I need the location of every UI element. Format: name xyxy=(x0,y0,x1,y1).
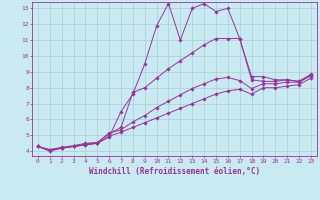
X-axis label: Windchill (Refroidissement éolien,°C): Windchill (Refroidissement éolien,°C) xyxy=(89,167,260,176)
